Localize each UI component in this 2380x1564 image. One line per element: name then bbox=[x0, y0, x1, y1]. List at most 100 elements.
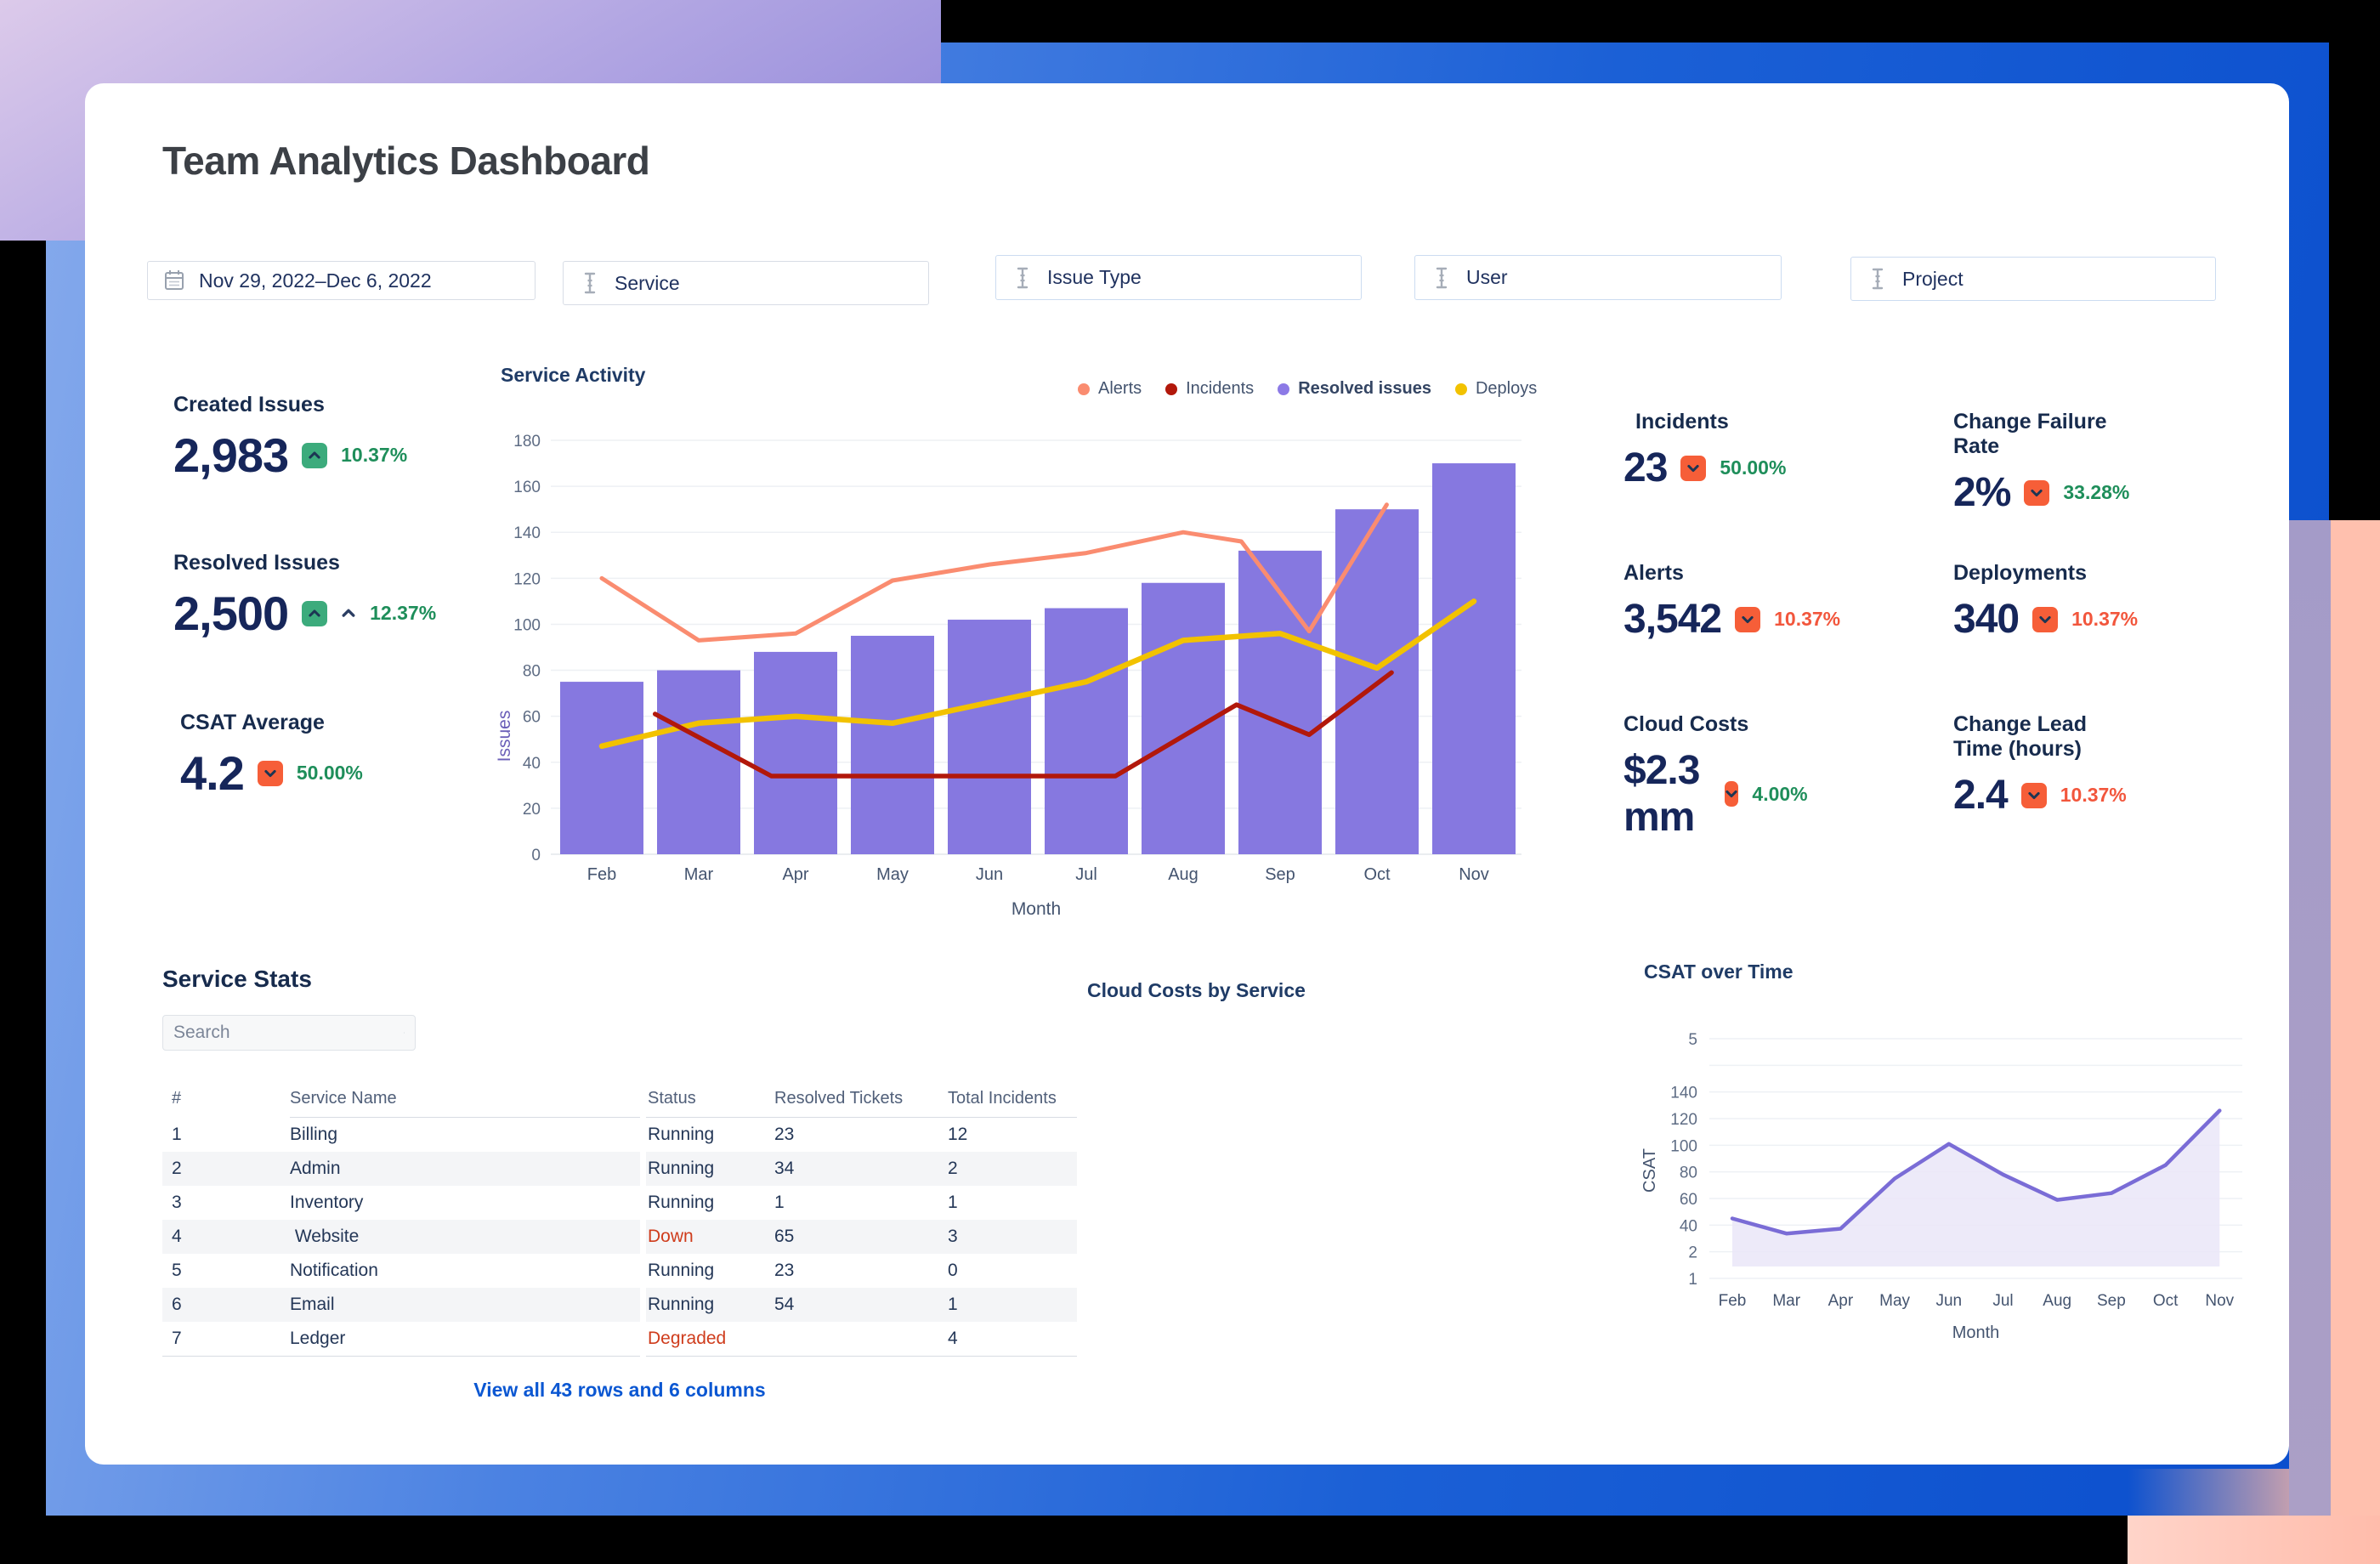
filter-service[interactable]: Service bbox=[563, 261, 929, 305]
svg-text:120: 120 bbox=[513, 570, 541, 588]
table-row[interactable]: 1 Billing bbox=[162, 1118, 640, 1152]
filter-date-range[interactable]: Nov 29, 2022–Dec 6, 2022 bbox=[147, 261, 536, 300]
table-row[interactable]: Degraded 4 bbox=[646, 1322, 1077, 1356]
ibeam-filter-icon bbox=[584, 272, 596, 294]
search-input[interactable] bbox=[173, 1023, 404, 1043]
csat-over-time-chart: 1 2 40 60 80 100 120 140 5 Feb Mar Apr May Jun Jul Aug S… bbox=[1640, 1031, 2242, 1342]
table-row[interactable]: Down 65 3 bbox=[646, 1220, 1077, 1254]
cell-num: 1 bbox=[172, 1125, 182, 1144]
cell-total-incidents: 2 bbox=[948, 1159, 958, 1178]
filter-project[interactable]: Project bbox=[1850, 257, 2216, 301]
filter-service-label: Service bbox=[615, 271, 680, 294]
calendar-icon bbox=[165, 270, 184, 290]
cell-num: 7 bbox=[172, 1329, 182, 1348]
table-row[interactable]: Running 23 0 bbox=[646, 1254, 1077, 1288]
svg-text:60: 60 bbox=[1680, 1191, 1697, 1209]
kpi-delta: 12.37% bbox=[370, 602, 437, 624]
cell-total-incidents: 0 bbox=[948, 1261, 958, 1280]
trend-badge-down bbox=[1724, 781, 1739, 807]
table-row[interactable]: 5 Notification bbox=[162, 1254, 640, 1288]
table-header-right: Status Resolved Tickets Total Incidents bbox=[646, 1080, 1077, 1118]
legend-item-resolved-issues[interactable]: Resolved issues bbox=[1278, 379, 1431, 399]
table-row[interactable]: Running 34 2 bbox=[646, 1152, 1077, 1186]
kpi-delta: 10.37% bbox=[1774, 608, 1841, 630]
ibeam-filter-icon bbox=[1436, 267, 1448, 288]
kpi-created-issues: Created Issues 2,983 10.37% bbox=[173, 393, 407, 483]
kpi-delta: 50.00% bbox=[296, 762, 363, 784]
svg-text:Mar: Mar bbox=[1772, 1292, 1800, 1310]
table-row[interactable]: 4 Website bbox=[162, 1220, 640, 1254]
bar-Sep[interactable] bbox=[1238, 550, 1322, 854]
col-header-total-incidents[interactable]: Total Incidents bbox=[948, 1088, 1057, 1108]
kpi-label: CSAT Average bbox=[180, 711, 325, 734]
bar-May[interactable] bbox=[851, 635, 934, 854]
svg-text:Apr: Apr bbox=[1828, 1292, 1854, 1310]
bg-muted-purple-strip bbox=[2289, 520, 2331, 1516]
bar-Jun[interactable] bbox=[948, 620, 1031, 854]
legend-item-incidents[interactable]: Incidents bbox=[1165, 379, 1254, 399]
bar-Nov[interactable] bbox=[1432, 463, 1516, 854]
col-header-num[interactable]: # bbox=[172, 1089, 182, 1108]
bar-Feb[interactable] bbox=[560, 682, 643, 854]
cell-status: Running bbox=[648, 1295, 715, 1314]
table-row[interactable]: 2 Admin bbox=[162, 1152, 640, 1186]
svg-text:Feb: Feb bbox=[1719, 1292, 1747, 1310]
svg-text:Jun: Jun bbox=[976, 865, 1003, 884]
ibeam-filter-icon bbox=[1872, 268, 1884, 290]
cell-num: 6 bbox=[172, 1295, 182, 1314]
cell-status: Running bbox=[648, 1261, 715, 1280]
svg-text:Feb: Feb bbox=[587, 865, 616, 884]
svg-text:140: 140 bbox=[1670, 1085, 1697, 1102]
csat-line bbox=[1730, 1108, 2222, 1236]
svg-text:Mar: Mar bbox=[684, 865, 714, 884]
chevron-down-icon bbox=[1742, 615, 1754, 623]
search-box bbox=[162, 1015, 416, 1051]
trend-badge-down bbox=[2032, 606, 2059, 632]
svg-text:100: 100 bbox=[1670, 1137, 1697, 1155]
cell-num: 2 bbox=[172, 1159, 182, 1178]
svg-text:Nov: Nov bbox=[2205, 1292, 2234, 1310]
kpi-deployments: Deployments 340 10.37% bbox=[1953, 561, 2138, 643]
cell-service-name: Admin bbox=[290, 1159, 341, 1178]
trend-badge-down bbox=[257, 760, 283, 786]
table-row[interactable]: 3 Inventory bbox=[162, 1186, 640, 1220]
svg-text:80: 80 bbox=[1680, 1164, 1697, 1182]
kpi-value: 2,983 bbox=[173, 428, 289, 482]
search-icon[interactable] bbox=[404, 1023, 405, 1043]
col-header-resolved-tickets[interactable]: Resolved Tickets bbox=[774, 1088, 904, 1108]
bar-Mar[interactable] bbox=[657, 670, 740, 854]
kpi-delta: 10.37% bbox=[2060, 784, 2127, 806]
legend-label: Deploys bbox=[1475, 379, 1538, 398]
table-row[interactable]: Running 1 1 bbox=[646, 1186, 1077, 1220]
svg-text:Month: Month bbox=[1012, 899, 1061, 919]
cell-service-name: Inventory bbox=[290, 1193, 364, 1212]
view-all-link[interactable]: View all 43 rows and 6 columns bbox=[473, 1379, 766, 1401]
service-activity-legend: Alerts Incidents Resolved issues Deploys bbox=[1078, 379, 1537, 399]
legend-item-deploys[interactable]: Deploys bbox=[1454, 379, 1538, 399]
table-row[interactable]: 7 Ledger bbox=[162, 1322, 640, 1356]
bar-Apr[interactable] bbox=[754, 651, 837, 854]
kpi-label: Cloud Costs bbox=[1624, 712, 1749, 736]
table-row[interactable]: Running 23 12 bbox=[646, 1118, 1077, 1152]
cell-status: Down bbox=[648, 1227, 694, 1246]
table-row[interactable]: 6 Email bbox=[162, 1288, 640, 1322]
kpi-value-row: 23 50.00% bbox=[1624, 445, 1786, 491]
svg-text:May: May bbox=[876, 865, 909, 884]
cell-service-name: Email bbox=[290, 1295, 335, 1314]
filter-issue-type[interactable]: Issue Type bbox=[995, 255, 1362, 300]
col-header-status[interactable]: Status bbox=[648, 1088, 696, 1108]
table-row[interactable]: Running 54 1 bbox=[646, 1288, 1077, 1322]
trend-badge-down bbox=[2024, 479, 2050, 506]
table-body-left: 1 Billing 2 Admin 3 Inventory 4 Website 5 Notifi… bbox=[162, 1118, 640, 1357]
kpi-delta: 50.00% bbox=[1720, 456, 1787, 479]
legend-item-alerts[interactable]: Alerts bbox=[1078, 379, 1142, 399]
dashboard-card: Team Analytics Dashboard Nov 29, 2022–De… bbox=[85, 83, 2289, 1465]
bar-Jul[interactable] bbox=[1045, 608, 1128, 854]
csat-area-fill bbox=[1732, 1110, 2220, 1266]
col-header-service-name[interactable]: Service Name bbox=[290, 1080, 640, 1118]
kpi-value-row: 2,500 12.37% bbox=[173, 586, 436, 641]
line-deploys bbox=[598, 598, 1477, 750]
cell-total-incidents: 1 bbox=[948, 1295, 958, 1314]
cloud-costs-title: Cloud Costs by Service bbox=[1087, 979, 1306, 1001]
filter-user[interactable]: User bbox=[1414, 255, 1782, 300]
